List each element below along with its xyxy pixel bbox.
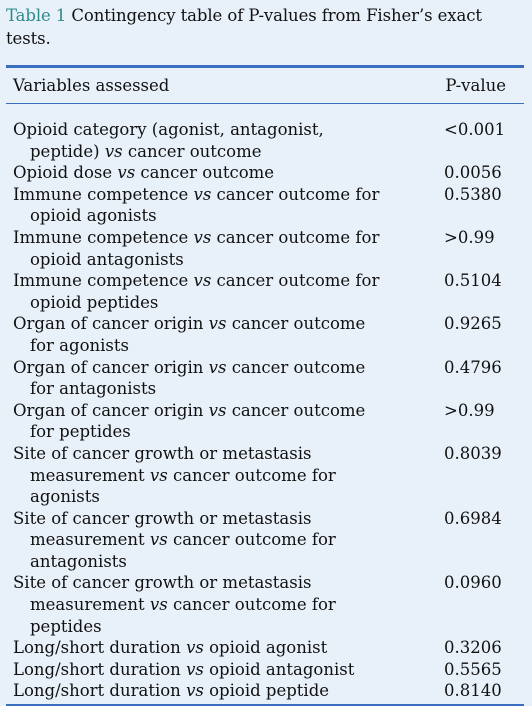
p-value-cell: >0.99: [444, 227, 495, 247]
variable-cell: Long/short duration vs opioid antagonist: [6, 659, 433, 681]
table-header-row: Variables assessed P-value: [6, 68, 524, 104]
variable-text-line: agonists: [30, 487, 100, 507]
variable-cell: Organ of cancer origin vs cancer outcome…: [6, 400, 433, 443]
table-row: Long/short duration vs opioid peptide 0.8…: [6, 680, 524, 702]
variable-text-line: Organ of cancer origin vs cancer outcome: [13, 357, 366, 377]
variable-cell: Immune competence vs cancer outcome for o…: [6, 270, 433, 313]
table-row: Organ of cancer origin vs cancer outcome…: [6, 400, 524, 443]
p-value-cell: 0.5565: [444, 659, 502, 679]
table-label: Table 1: [6, 6, 67, 25]
table-row: Organ of cancer origin vs cancer outcome…: [6, 313, 524, 356]
table-row: Organ of cancer origin vs cancer outcome…: [6, 357, 524, 400]
p-value-cell: 0.3206: [444, 638, 502, 658]
variable-text-line: Immune competence vs cancer outcome for: [13, 184, 380, 204]
table-row: Opioid dose vs cancer outcome 0.0056: [6, 162, 524, 184]
table-caption: Table 1 Contingency table of P-values fr…: [6, 4, 526, 50]
p-value-cell: 0.8039: [444, 443, 502, 463]
variable-cell: Organ of cancer origin vs cancer outcome…: [6, 313, 433, 356]
table-row: Immune competence vs cancer outcome for o…: [6, 227, 524, 270]
variable-text-line: peptide) vs cancer outcome: [30, 141, 262, 161]
variable-cell: Site of cancer growth or metastasis measu…: [6, 572, 433, 637]
variable-text-line: Immune competence vs cancer outcome for: [13, 271, 380, 291]
caption-text-line2: tests.: [6, 29, 51, 48]
variable-text-line: for antagonists: [30, 379, 157, 399]
table-row: Site of cancer growth or metastasis measu…: [6, 508, 524, 573]
p-value-cell: 0.0056: [444, 163, 502, 183]
p-value-cell: 0.8140: [444, 681, 502, 701]
variable-text-line: Opioid dose vs cancer outcome: [13, 163, 275, 183]
variable-text-line: Opioid category (agonist, antagonist,: [13, 120, 324, 139]
p-value-cell: 0.0960: [444, 573, 502, 593]
table-row: Site of cancer growth or metastasis measu…: [6, 572, 524, 637]
variable-text-line: Site of cancer growth or metastasis: [13, 508, 312, 528]
variable-text-line: Immune competence vs cancer outcome for: [13, 227, 380, 247]
variable-text-line: for peptides: [30, 422, 131, 442]
p-value-cell: >0.99: [444, 400, 495, 420]
p-value-cell: 0.4796: [444, 357, 502, 377]
variable-text-line: opioid agonists: [30, 206, 157, 226]
variable-cell: Site of cancer growth or metastasis measu…: [6, 443, 433, 508]
variable-cell: Immune competence vs cancer outcome for o…: [6, 227, 433, 270]
variable-text-line: Site of cancer growth or metastasis: [13, 443, 312, 463]
table-row: Site of cancer growth or metastasis measu…: [6, 443, 524, 508]
variable-text-line: Site of cancer growth or metastasis: [13, 573, 312, 593]
variable-cell: Opioid category (agonist, antagonist, pep…: [6, 119, 433, 162]
variable-text-line: Organ of cancer origin vs cancer outcome: [13, 314, 366, 334]
variable-text-line: antagonists: [30, 551, 127, 571]
header-variables-assessed: Variables assessed: [13, 76, 170, 95]
variable-cell: Organ of cancer origin vs cancer outcome…: [6, 357, 433, 400]
p-value-cell: 0.9265: [444, 314, 502, 334]
variable-text-line: for agonists: [30, 335, 129, 355]
table-row: Long/short duration vs opioid antagonist…: [6, 659, 524, 681]
p-value-cell: 0.5104: [444, 271, 502, 291]
variable-cell: Opioid dose vs cancer outcome: [6, 162, 433, 184]
table-body: Opioid category (agonist, antagonist, pep…: [6, 104, 524, 704]
variable-cell: Long/short duration vs opioid peptide: [6, 680, 433, 702]
variable-cell: Immune competence vs cancer outcome for o…: [6, 184, 433, 227]
table-row: Opioid category (agonist, antagonist, pep…: [6, 119, 524, 162]
variable-text-line: measurement vs cancer outcome for: [30, 465, 336, 485]
p-value-cell: 0.6984: [444, 508, 502, 528]
variable-cell: Long/short duration vs opioid agonist: [6, 637, 433, 659]
header-p-value: P-value: [445, 76, 506, 95]
table-row: Immune competence vs cancer outcome for o…: [6, 270, 524, 313]
variable-text-line: Organ of cancer origin vs cancer outcome: [13, 400, 366, 420]
variable-text-line: peptides: [30, 616, 102, 636]
variable-text-line: Long/short duration vs opioid agonist: [13, 638, 328, 658]
variable-text-line: measurement vs cancer outcome for: [30, 595, 336, 615]
table-row: Long/short duration vs opioid agonist 0.3…: [6, 637, 524, 659]
p-value-cell: <0.001: [444, 120, 506, 139]
variable-text-line: Long/short duration vs opioid antagonist: [13, 659, 355, 679]
contingency-table: Variables assessed P-value Opioid catego…: [6, 65, 524, 706]
caption-text-line1: Contingency table of P-values from Fishe…: [66, 6, 482, 25]
p-value-cell: 0.5380: [444, 184, 502, 204]
variable-text-line: measurement vs cancer outcome for: [30, 530, 336, 550]
variable-text-line: opioid antagonists: [30, 249, 184, 269]
variable-text-line: opioid peptides: [30, 292, 159, 312]
variable-cell: Site of cancer growth or metastasis measu…: [6, 508, 433, 573]
variable-text-line: Long/short duration vs opioid peptide: [13, 681, 330, 701]
table-row: Immune competence vs cancer outcome for o…: [6, 184, 524, 227]
